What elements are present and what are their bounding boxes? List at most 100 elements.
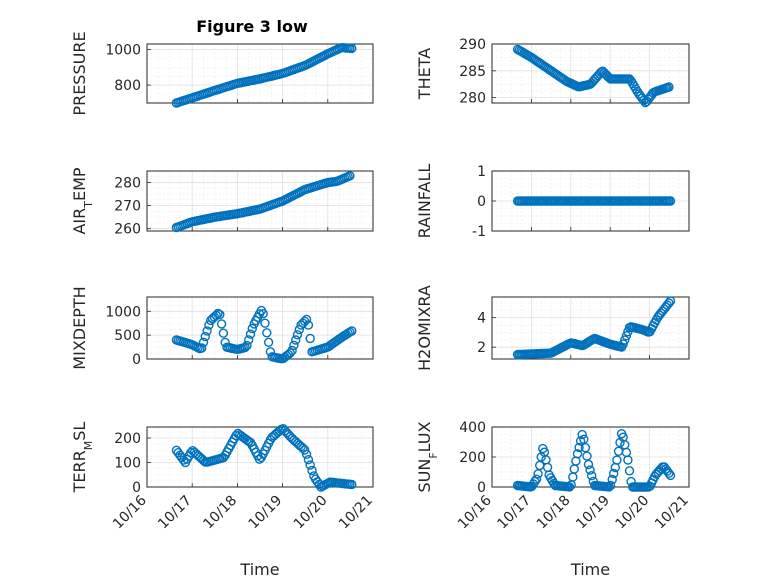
data-point xyxy=(242,340,252,351)
data-point xyxy=(531,474,542,484)
x-tick-label: 10/21 xyxy=(652,493,692,533)
panel-mixdepth: 0 500 1000 MIXDEPTH xyxy=(70,286,374,370)
axes-border xyxy=(491,296,690,360)
data-point xyxy=(623,455,633,465)
data-point xyxy=(599,68,609,78)
y-tick-label: 1 xyxy=(477,164,486,180)
data-point xyxy=(218,328,229,338)
x-axis-label: Time xyxy=(239,560,279,579)
data-point xyxy=(664,82,674,92)
data-point xyxy=(263,337,274,347)
y-tick-label: 0 xyxy=(132,480,141,496)
y-tick-label: 400 xyxy=(459,420,486,436)
y-axis-label: PRESSURE xyxy=(70,31,89,115)
data-point xyxy=(585,465,595,475)
x-tick-label: 10/17 xyxy=(494,493,534,533)
data-point xyxy=(587,471,597,481)
y-tick-label: -1 xyxy=(472,224,486,240)
x-tick-label: 10/19 xyxy=(246,493,286,533)
data-point xyxy=(624,74,635,84)
data-point xyxy=(307,465,317,476)
axes-border xyxy=(146,296,374,360)
figure-title: Figure 3 low xyxy=(196,17,308,36)
axes-border xyxy=(146,426,374,488)
panel-air-temp: 260 270 280 AIRTEMP xyxy=(70,167,374,238)
data-point xyxy=(245,329,256,339)
data-point xyxy=(240,342,250,353)
data-point xyxy=(262,328,272,338)
x-tick-label: 10/19 xyxy=(573,493,613,533)
panel-theta: 280 285 290 THETA xyxy=(415,37,690,108)
x-tick-label: 10/16 xyxy=(110,492,150,532)
y-tick-label: 1000 xyxy=(105,42,141,58)
y-tick-label: 0 xyxy=(132,352,141,368)
y-axis-label: MIXDEPTH xyxy=(70,286,89,369)
data-point xyxy=(665,196,676,206)
data-point xyxy=(527,481,537,492)
y-tick-label: 1000 xyxy=(105,304,141,320)
data-point xyxy=(285,348,295,358)
data-point xyxy=(598,66,608,76)
y-tick-label: 0 xyxy=(477,480,486,496)
y-tick-label: 285 xyxy=(459,64,486,80)
data-point xyxy=(215,309,225,320)
data-point xyxy=(528,479,539,489)
data-point xyxy=(301,449,312,459)
data-point xyxy=(258,309,268,319)
y-tick-label: 280 xyxy=(114,176,141,192)
data-point xyxy=(612,455,622,465)
axes-border xyxy=(146,170,374,232)
panel-h2omixra: 2 4 H2OMIXRA xyxy=(415,285,690,371)
x-axis-label: Time xyxy=(570,560,610,579)
y-tick-label: 2 xyxy=(477,340,486,356)
axes-border xyxy=(491,43,690,104)
data-point xyxy=(345,171,355,181)
axes-border xyxy=(146,43,374,104)
data-point xyxy=(289,340,299,350)
y-tick-label: 500 xyxy=(114,328,141,344)
panel-rainfall: -1 0 1 RAINFALL xyxy=(415,164,690,240)
data-point xyxy=(585,79,595,90)
data-point xyxy=(291,335,301,345)
data-point xyxy=(287,345,297,356)
y-tick-label: 800 xyxy=(114,78,141,94)
data-point xyxy=(609,468,619,479)
x-tick-label: 10/18 xyxy=(534,493,574,533)
data-point xyxy=(292,330,303,340)
data-point xyxy=(664,468,674,478)
data-point xyxy=(198,337,209,347)
data-point xyxy=(303,320,314,330)
panel-terr-msl: 0 100 200 TERRMSL 10/16 10/17 10/18 10/19 10/20 1… xyxy=(70,422,376,579)
data-point xyxy=(305,460,315,470)
y-tick-label: 0 xyxy=(477,194,486,210)
y-tick-label: 280 xyxy=(459,91,486,107)
data-point xyxy=(211,310,221,320)
panel-sun-flux: 0 200 400 SUNFLUX 10/16 10/17 10/18 10/19 10/20 1… xyxy=(415,420,692,579)
y-axis-label: H2OMIXRA xyxy=(415,285,434,371)
data-point xyxy=(607,474,617,485)
data-point xyxy=(202,326,212,336)
panel-pressure: 800 1000 PRESSURE xyxy=(70,31,374,116)
data-point xyxy=(665,470,676,481)
data-point xyxy=(305,333,315,344)
y-tick-label: 200 xyxy=(459,450,486,466)
data-point xyxy=(260,318,270,328)
data-point xyxy=(243,335,254,345)
y-axis-label: SUNFLUX xyxy=(415,421,440,492)
data-point xyxy=(620,335,630,345)
data-point xyxy=(200,331,211,342)
data-point xyxy=(624,466,635,476)
y-tick-label: 260 xyxy=(114,222,141,238)
data-point xyxy=(665,296,676,306)
y-axis-label: RAINFALL xyxy=(415,164,434,239)
data-point xyxy=(618,339,628,349)
data-point xyxy=(196,343,207,353)
x-tick-label: 10/17 xyxy=(155,493,195,533)
x-tick-label: 10/21 xyxy=(336,493,376,533)
data-point xyxy=(664,298,674,308)
x-tick-label: 10/20 xyxy=(291,493,331,533)
y-axis-label: AIRTEMP xyxy=(70,167,95,234)
data-point xyxy=(605,480,616,491)
data-point xyxy=(301,314,312,325)
data-point xyxy=(213,308,223,319)
